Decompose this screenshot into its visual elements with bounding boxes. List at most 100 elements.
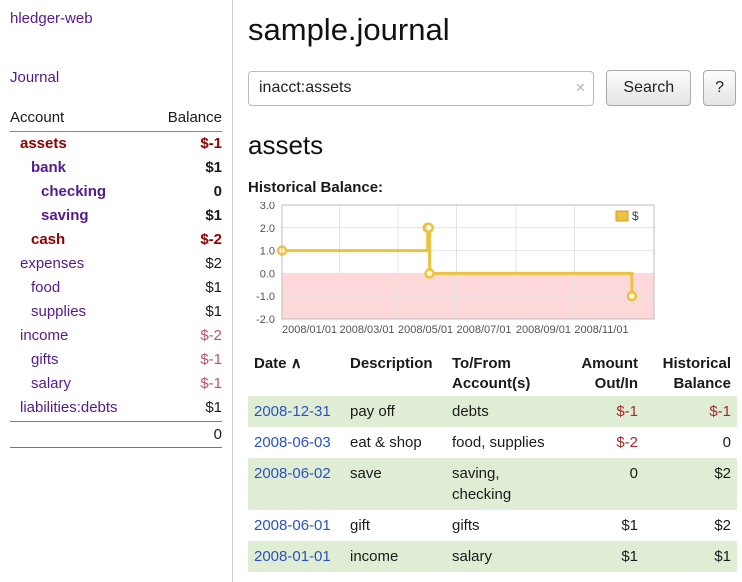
search-input-wrap: ×	[248, 70, 595, 106]
balance-chart-svg: 3.0 2.0 1.0 0.0 -1.0 -2.0 2008/01/01 2008/03/01…	[256, 202, 655, 336]
sort-ascending-icon: ∧	[290, 355, 302, 372]
account-link[interactable]: assets	[20, 135, 67, 152]
app-title-link[interactable]: hledger-web	[10, 10, 93, 27]
account-link[interactable]: supplies	[31, 303, 87, 320]
account-row: gifts $-1	[10, 348, 222, 372]
sidebar: hledger-web Journal Account Balance asse…	[0, 0, 233, 582]
account-link[interactable]: bank	[31, 159, 67, 176]
page-title: sample.journal	[248, 12, 450, 47]
account-row: food $1	[10, 276, 222, 300]
register-row[interactable]: 2008-01-01 income salary $1 $1	[248, 541, 737, 572]
search-input[interactable]	[248, 70, 595, 106]
account-balance: $-1	[200, 135, 222, 152]
register-date-link[interactable]: 2008-06-01	[254, 517, 331, 534]
help-button[interactable]: ?	[703, 70, 736, 106]
account-balance: $-2	[200, 327, 222, 344]
account-balance: $2	[205, 255, 222, 272]
account-row: saving $1	[10, 204, 222, 228]
register-accounts: salary	[452, 548, 493, 565]
register-date-cell: 2008-06-02	[248, 458, 344, 510]
account-link[interactable]: salary	[31, 375, 72, 392]
register-accounts: food, supplies	[452, 434, 545, 451]
account-link[interactable]: income	[20, 327, 69, 344]
accounts-total-balance: 0	[213, 426, 222, 443]
account-balance: $1	[205, 207, 222, 224]
account-heading: assets	[248, 130, 324, 160]
register-amount: $-1	[616, 403, 638, 420]
account-row: cash $-2	[10, 228, 222, 252]
accounts-total-row: 0	[10, 421, 222, 448]
register-amount: $-2	[616, 434, 638, 451]
register-balance: $2	[714, 465, 731, 482]
register-date-link[interactable]: 2008-06-03	[254, 434, 331, 451]
register-balance: 0	[722, 434, 731, 451]
account-balance: $1	[205, 279, 222, 296]
search-bar: × Search ?	[248, 70, 736, 106]
account-row: bank $1	[10, 156, 222, 180]
account-link[interactable]: gifts	[31, 351, 59, 368]
account-link[interactable]: saving	[41, 207, 89, 224]
register-date-cell: 2008-01-01	[248, 541, 344, 572]
register-header-balance: Historical Balance	[662, 355, 731, 392]
account-balance: $1	[205, 399, 222, 416]
register-table: Date ∧ Description To/From Account(s) Am…	[248, 352, 737, 572]
svg-text:2008/07/01: 2008/07/01	[457, 324, 512, 336]
account-balance: $1	[205, 159, 222, 176]
account-row: income $-2	[10, 324, 222, 348]
account-link[interactable]: liabilities:debts	[20, 399, 118, 416]
register-description: pay off	[350, 403, 395, 420]
account-row: supplies $1	[10, 300, 222, 324]
account-balance: $1	[205, 303, 222, 320]
register-row[interactable]: 2008-12-31 pay off debts $-1 $-1	[248, 396, 737, 427]
account-balance: $-2	[200, 231, 222, 248]
register-description: save	[350, 465, 382, 482]
search-button[interactable]: Search	[606, 70, 692, 106]
register-body: 2008-12-31 pay off debts $-1 $-1 2008-06-03 ea…	[248, 396, 737, 572]
chart-point	[424, 268, 435, 279]
svg-text:1.0: 1.0	[260, 246, 275, 258]
accounts-header-balance: Balance	[167, 109, 222, 126]
register-header-date[interactable]: Date ∧	[248, 352, 344, 396]
register-balance: $-1	[709, 403, 731, 420]
sidebar-item-journal[interactable]: Journal	[10, 69, 60, 86]
register-accounts: saving, checking	[452, 465, 512, 503]
register-row[interactable]: 2008-06-02 save saving, checking 0 $2	[248, 458, 737, 510]
account-row: liabilities:debts $1	[10, 396, 222, 420]
accounts-panel: Account Balance assets $-1 bank $1 checking 0…	[10, 106, 222, 448]
account-row: expenses $2	[10, 252, 222, 276]
account-link[interactable]: expenses	[20, 255, 85, 272]
register-amount: $1	[621, 548, 638, 565]
chart-legend: $	[612, 208, 650, 225]
register-date-cell: 2008-12-31	[248, 396, 344, 427]
svg-text:3.0: 3.0	[260, 202, 275, 212]
register-balance: $2	[714, 517, 731, 534]
account-link[interactable]: cash	[31, 231, 66, 248]
register-balance: $1	[714, 548, 731, 565]
register-row[interactable]: 2008-06-01 gift gifts $1 $2	[248, 510, 737, 541]
chart-border	[281, 204, 655, 320]
chart-point	[626, 290, 638, 302]
main-content: sample.journal × Search ? assets Histori…	[233, 0, 742, 572]
register-header-date-label: Date	[254, 355, 287, 372]
register-date-link[interactable]: 2008-12-31	[254, 403, 331, 420]
svg-text:0.0: 0.0	[260, 268, 275, 280]
register-row[interactable]: 2008-06-03 eat & shop food, supplies $-2 0	[248, 427, 737, 458]
register-header-description: Description	[350, 355, 433, 372]
register-accounts: gifts	[452, 517, 480, 534]
legend-swatch	[615, 210, 629, 222]
account-row: assets $-1	[10, 132, 222, 156]
register-description: gift	[350, 517, 371, 534]
clear-search-icon[interactable]: ×	[575, 77, 586, 97]
account-link[interactable]: checking	[41, 183, 107, 200]
svg-text:2008/01/01: 2008/01/01	[282, 324, 337, 336]
svg-text:-1.0: -1.0	[256, 291, 275, 303]
register-amount: 0	[629, 465, 638, 482]
account-link[interactable]: food	[31, 279, 61, 296]
account-row: salary $-1	[10, 372, 222, 396]
register-date-link[interactable]: 2008-06-02	[254, 465, 331, 482]
accounts-header-account: Account	[10, 109, 65, 126]
register-header-row: Date ∧ Description To/From Account(s) Am…	[248, 352, 737, 396]
account-tree: assets $-1 bank $1 checking 0 saving $1 cash $-2 e…	[10, 132, 222, 420]
legend-label: $	[632, 209, 639, 223]
register-date-link[interactable]: 2008-01-01	[254, 548, 331, 565]
